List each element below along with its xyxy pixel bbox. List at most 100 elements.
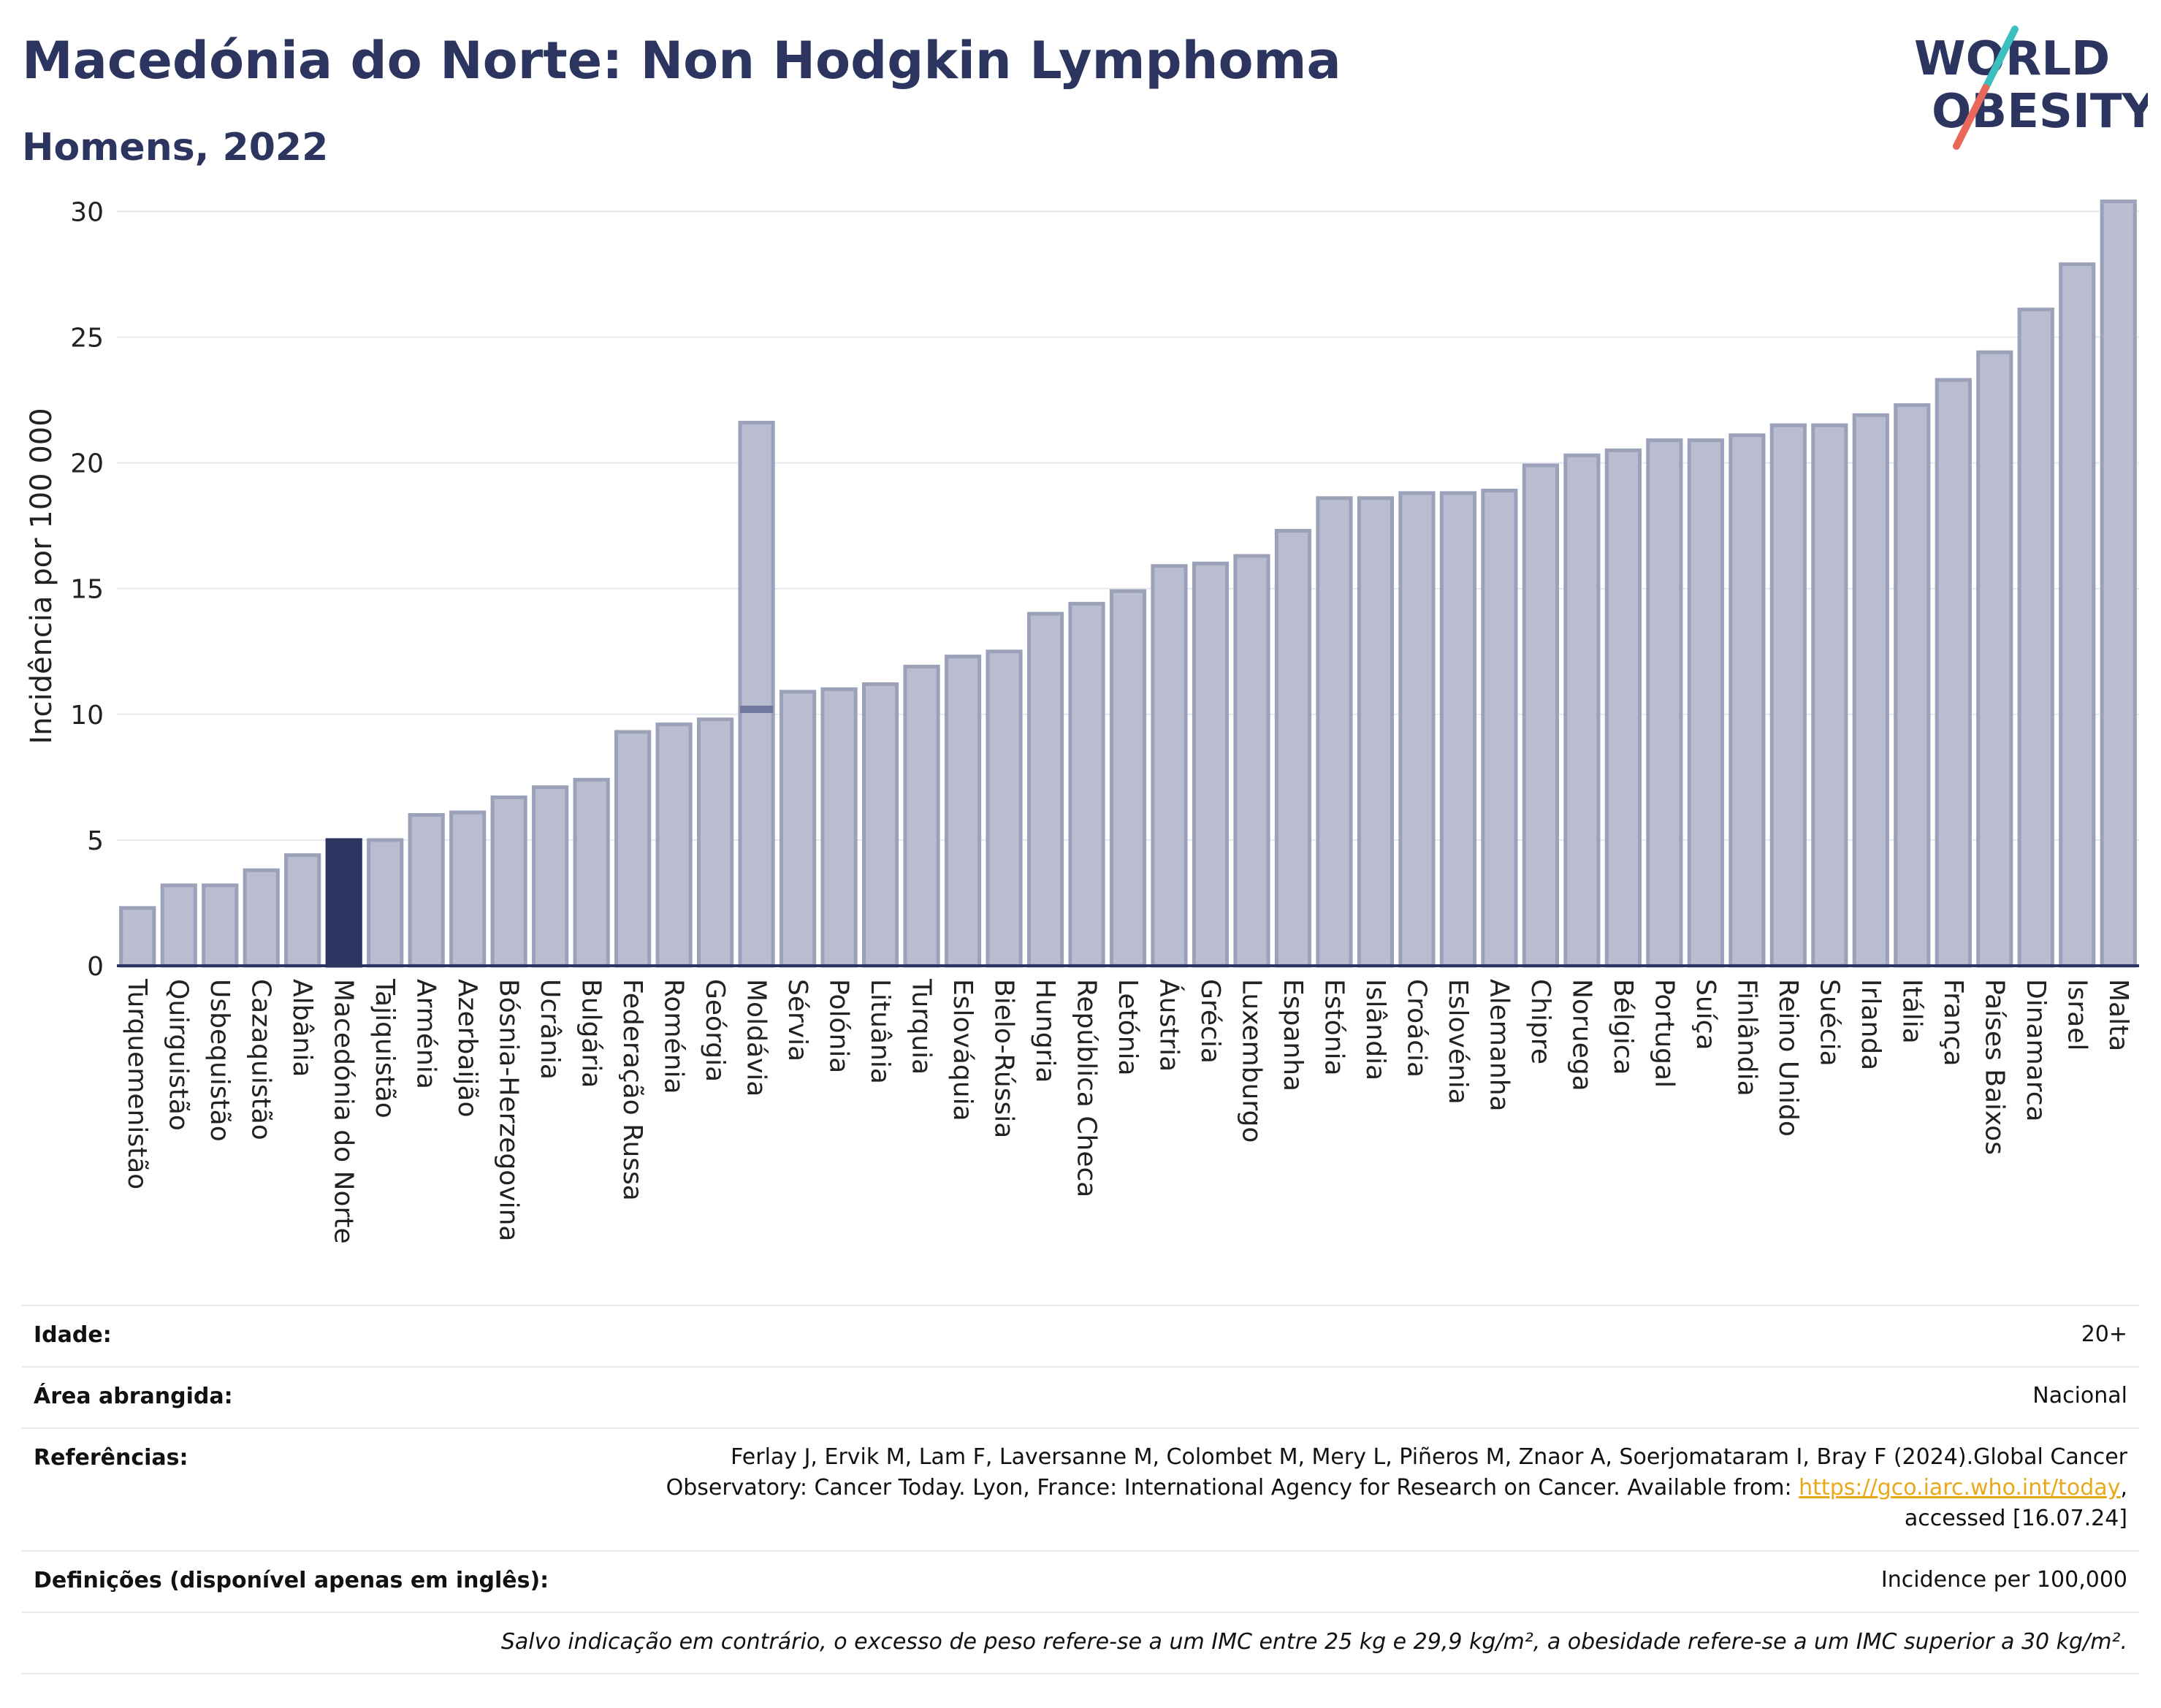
y-tick-label: 20 (70, 449, 104, 479)
bar (1769, 423, 1807, 968)
x-tick-label: Alemanha (1484, 979, 1514, 1112)
bar (243, 868, 280, 968)
x-tick-label: Estónia (1319, 979, 1349, 1076)
x-tick-label: Quirguistão (164, 979, 194, 1131)
bar (490, 795, 527, 968)
bar (779, 690, 817, 968)
details-row-age: Idade: 20+ (22, 1306, 2139, 1368)
x-tick-label: Geórgia (700, 979, 730, 1082)
x-tick-label: Irlanda (1856, 979, 1886, 1070)
x-tick-label: Usbequistão (205, 979, 235, 1142)
bar (1398, 491, 1436, 968)
bar (1976, 350, 2013, 968)
x-tick-label: Polónia (824, 979, 854, 1073)
bar (614, 730, 652, 968)
bar (1852, 413, 1889, 968)
x-tick-label: Ucrânia (535, 979, 565, 1080)
area-label: Área abrangida: (34, 1384, 233, 1409)
bar (1068, 601, 1105, 968)
bar (944, 655, 982, 968)
x-tick-label: Reino Unido (1773, 979, 1803, 1137)
age-value: 20+ (2081, 1322, 2127, 1347)
bar (1563, 453, 1601, 968)
bar (697, 717, 734, 968)
bar (449, 810, 487, 968)
details-row-references: Referências: Ferlay J, Ervik M, Lam F, L… (22, 1429, 2139, 1552)
x-tick-label: Croácia (1401, 979, 1431, 1078)
y-tick-label: 25 (70, 324, 104, 354)
bar (2017, 308, 2054, 968)
x-tick-label: Tajiquistão (370, 978, 400, 1118)
x-tick-label: Lituânia (865, 979, 895, 1084)
bar (2100, 199, 2137, 968)
bar (408, 812, 445, 968)
x-tick-label: Roménia (659, 979, 689, 1094)
x-tick-label: Arménia (411, 979, 441, 1089)
bar (738, 421, 775, 968)
bar (1894, 403, 1931, 968)
y-tick-label: 15 (70, 575, 104, 605)
logo-slash-red (1953, 84, 1989, 150)
x-tick-label: Bielo-Rússia (989, 979, 1019, 1138)
bar (1316, 496, 1353, 968)
bar (1439, 491, 1477, 968)
bar (820, 687, 858, 968)
bar (325, 838, 362, 968)
definitions-label: Definições (disponível apenas em inglês)… (34, 1568, 549, 1593)
bar (1522, 463, 1559, 968)
bar (1604, 448, 1642, 968)
x-tick-label: Chipre (1525, 979, 1555, 1064)
y-tick-label: 5 (87, 826, 104, 856)
bar (986, 649, 1023, 968)
x-tick-label: Bulgária (576, 979, 606, 1088)
details-row-definitions: Definições (disponível apenas em inglês)… (22, 1552, 2139, 1613)
references-link[interactable]: https://gco.iarc.who.int/today (1799, 1475, 2121, 1501)
incidence-bar-chart: 0 5 10 15 20 25 30 Incidência por 100 000 Turque… (25, 197, 2139, 1244)
area-value: Nacional (2032, 1383, 2127, 1408)
x-tick-label: Israel (2062, 979, 2092, 1051)
bar (1151, 564, 1188, 968)
references-line-2-text: Observatory: Cancer Today. Lyon, France:… (666, 1475, 1792, 1501)
bar (284, 853, 321, 968)
y-tick-label: 0 (87, 952, 104, 982)
y-tick-label: 10 (70, 701, 104, 731)
x-tick-label: Países Baixos (1979, 979, 2009, 1155)
bar (367, 838, 404, 968)
details-row-area: Área abrangida: Nacional (22, 1368, 2139, 1429)
x-tick-label: Letónia (1113, 979, 1143, 1076)
world-obesity-logo: WORLD OBESITY (1914, 26, 2148, 150)
x-tick-label: Federação Russa (617, 979, 647, 1201)
y-tick-label: 30 (70, 197, 104, 227)
x-tick-label: Eslováquia (948, 979, 977, 1121)
x-tick-label: Suécia (1814, 979, 1844, 1067)
references-line-2-end: , (2120, 1475, 2127, 1501)
logo-slash-teal (1982, 26, 2019, 91)
references-line-2: Observatory: Cancer Today. Lyon, France:… (447, 1473, 2127, 1503)
bar (655, 723, 693, 968)
bar (1192, 561, 1230, 968)
page-subtitle: Homens, 2022 (22, 126, 329, 169)
x-tick-label: República Checa (1072, 979, 1102, 1197)
x-tick-label: Islândia (1360, 979, 1390, 1080)
bar (1274, 529, 1312, 968)
definitions-value: Incidence per 100,000 (1880, 1567, 2127, 1593)
bar (160, 883, 197, 968)
bar (1935, 378, 1972, 968)
bar (573, 777, 610, 968)
references-line-1: Ferlay J, Ervik M, Lam F, Laversanne M, … (731, 1444, 2127, 1470)
bar (861, 682, 899, 968)
references-label: Referências: (34, 1445, 188, 1471)
details-row-note: Salvo indicação em contrário, o excesso … (22, 1613, 2139, 1674)
bar (1233, 554, 1270, 968)
references-line-3: accessed [16.07.24] (1904, 1506, 2127, 1531)
x-tick-label: Hungria (1030, 979, 1060, 1083)
details-table: Idade: 20+ Área abrangida: Nacional Refe… (22, 1305, 2139, 1674)
x-tick-label: Noruega (1566, 979, 1596, 1091)
bar (903, 664, 940, 968)
age-label: Idade: (34, 1322, 112, 1348)
x-tick-label: Macedónia do Norte (329, 979, 359, 1244)
x-tick-label: Áustria (1154, 979, 1184, 1072)
x-tick-label: Dinamarca (2021, 979, 2051, 1122)
references-value: Ferlay J, Ervik M, Lam F, Laversanne M, … (447, 1442, 2127, 1534)
x-tick-label: Espanha (1278, 979, 1308, 1091)
